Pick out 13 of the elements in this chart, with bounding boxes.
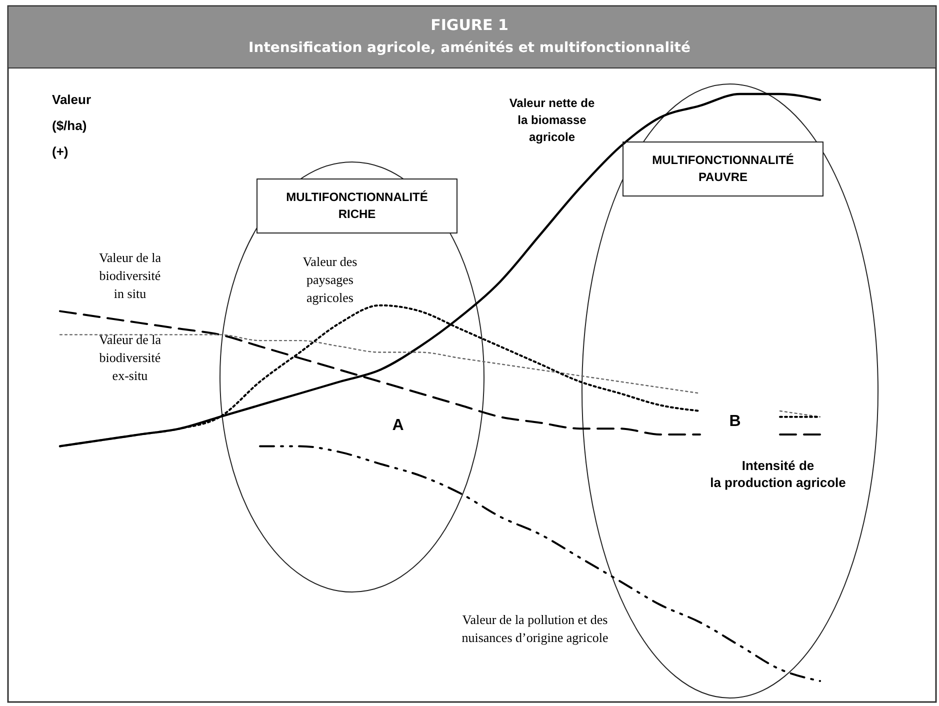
chart-title: FIGURE 1 bbox=[430, 16, 508, 34]
chart-subtitle: Intensification agricole, aménités et multifonctionnalité bbox=[248, 40, 690, 56]
annotation: MULTIFONCTIONNALITÉ RICHE bbox=[286, 190, 428, 221]
x-axis-title: Intensité de la production agricole bbox=[710, 458, 846, 490]
y-axis-title: Valeur ($/ha) (+) bbox=[52, 92, 92, 159]
annotation: B bbox=[729, 413, 741, 430]
text: Valeur de la pollution et des nuisances d’origine agricole bbox=[462, 612, 609, 645]
series-label: Valeur de la biodiversité in situ bbox=[98, 250, 162, 301]
series-label: Valeur nette de la biomasse agricole bbox=[509, 96, 596, 144]
annotation: A bbox=[392, 417, 404, 434]
series-label: Valeur de la biodiversité ex-situ bbox=[98, 332, 162, 383]
annotation: MULTIFONCTIONNALITÉ PAUVRE bbox=[652, 153, 794, 184]
series-label: Valeur des paysages agricoles bbox=[302, 254, 358, 305]
